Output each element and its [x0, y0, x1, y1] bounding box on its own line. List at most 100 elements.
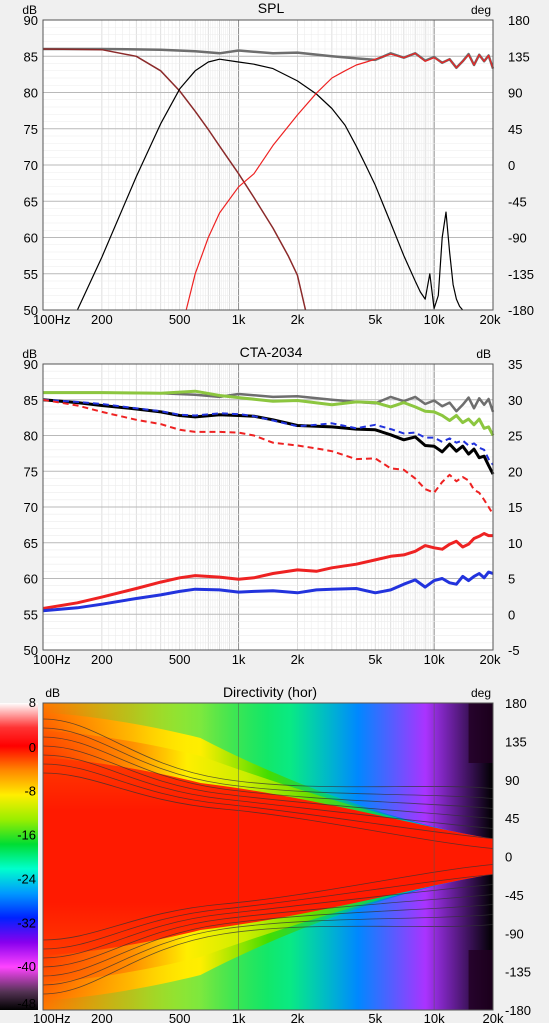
y-right-tick-label: -5 — [508, 643, 520, 658]
contour-line — [42, 924, 494, 995]
series-line-6 — [42, 570, 494, 613]
plot-frame — [42, 19, 494, 311]
spl-chart: 50 55 60 65 70 75 80 85 90 -180 -135 -90 -45 0 45 90 135… — [22, 0, 534, 327]
heatmap-dark-patch — [468, 703, 493, 763]
x-tick-label: 5k — [368, 312, 382, 327]
series-line-1 — [43, 389, 495, 437]
colorbar-tick-label: -40 — [17, 959, 36, 974]
x-tick-label: 200 — [91, 1011, 113, 1023]
contour-line — [42, 754, 494, 829]
contour-line — [42, 763, 494, 839]
y-right-tick-label: 135 — [505, 734, 527, 749]
x-tick-label: 10k — [424, 312, 445, 327]
x-tick-label: 5k — [368, 1011, 382, 1023]
y-right-tick-label: -45 — [505, 888, 524, 903]
y-right-tick-label: -180 — [505, 1003, 531, 1018]
colorbar-tick-label: 0 — [29, 740, 36, 755]
contour-line — [42, 904, 494, 977]
colorbar-tick-label: -32 — [17, 915, 36, 930]
x-tick-label: 20k — [483, 1011, 504, 1023]
x-tick-label: 10k — [424, 1011, 445, 1023]
x-tick-label: 500 — [169, 312, 191, 327]
y-right-tick-label: 0 — [505, 850, 512, 865]
y-tick-label: 50 — [24, 303, 38, 318]
y-right-tick-label: 35 — [508, 357, 522, 372]
x-tick-label: 100Hz — [33, 1011, 71, 1023]
y-right-tick-label: 30 — [508, 393, 522, 408]
y-right-tick-label: 90 — [508, 86, 522, 101]
y-right-tick-label: 180 — [508, 13, 530, 28]
x-tick-label: 500 — [169, 1011, 191, 1023]
contour-line — [42, 718, 494, 789]
chart-title: SPL — [258, 0, 285, 16]
heatmap-layer-3-bottom — [43, 874, 493, 1010]
x-tick-label: 5k — [368, 652, 382, 667]
y-right-tick-label: 180 — [505, 696, 527, 711]
y-right-tick-label: 135 — [508, 49, 530, 64]
x-tick-label: 10k — [424, 652, 445, 667]
y-right-tick-label: 25 — [508, 429, 522, 444]
series-line-4 — [42, 398, 494, 515]
chart-title: Directivity (hor) — [223, 684, 317, 700]
contour-line — [42, 727, 494, 799]
y-right-tick-label: 10 — [508, 536, 522, 551]
colorbar-tick-label: -8 — [24, 784, 36, 799]
series-line-1 — [42, 48, 307, 311]
y-tick-label: 80 — [24, 429, 38, 444]
x-tick-label: 2k — [291, 652, 305, 667]
contour-line — [42, 772, 494, 849]
contour-line — [42, 736, 494, 809]
x-tick-label: 100Hz — [33, 312, 71, 327]
x-tick-label: 500 — [169, 652, 191, 667]
y-tick-label: 85 — [24, 393, 38, 408]
y-tick-label: 75 — [24, 464, 38, 479]
y-tick-label: 90 — [24, 357, 38, 372]
y-tick-label: 55 — [24, 607, 38, 622]
colorbar-tick-label: -16 — [17, 828, 36, 843]
plot-frame — [42, 702, 494, 1011]
x-tick-label: 2k — [291, 312, 305, 327]
series-line-3 — [42, 398, 494, 466]
y-tick-label: 65 — [24, 194, 38, 209]
colorbar — [0, 703, 38, 1010]
x-tick-label: 20k — [480, 312, 501, 327]
plot-frame — [42, 363, 494, 651]
directivity-chart: 8 0 -8 -16 -24 -32 -40 -48 -180 -135 -90 -45 0 45 90 13… — [0, 684, 531, 1023]
y-right-tick-label: -135 — [505, 965, 531, 980]
series-line-2 — [76, 58, 464, 311]
contour-line — [42, 864, 494, 941]
contour-line — [42, 874, 494, 950]
y-tick-label: 60 — [24, 231, 38, 246]
colorbar-tick-label: 8 — [29, 695, 36, 710]
heatmap-layer-3-top — [43, 703, 493, 839]
y-right-unit-label: dB — [476, 347, 491, 361]
y-tick-label: 75 — [24, 122, 38, 137]
y-right-unit-label: deg — [471, 3, 491, 17]
y-right-tick-label: 45 — [505, 811, 519, 826]
series-line-3 — [185, 52, 494, 311]
x-tick-label: 20k — [480, 652, 501, 667]
y-tick-label: 85 — [24, 49, 38, 64]
y-unit-label: dB — [45, 686, 60, 700]
y-tick-label: 70 — [24, 500, 38, 515]
x-tick-label: 200 — [91, 652, 113, 667]
y-right-tick-label: -180 — [508, 303, 534, 318]
y-right-tick-label: -90 — [505, 926, 524, 941]
series-line-2 — [42, 398, 495, 475]
cta-2034-chart: 50 55 60 65 70 75 80 85 90 -5 0 5 10 15 20 25 30 35 100Hz 2… — [22, 344, 522, 667]
colorbar-tick-label: -48 — [17, 996, 36, 1011]
y-right-tick-label: 20 — [508, 464, 522, 479]
y-right-tick-label: 0 — [508, 607, 515, 622]
contour-line — [42, 745, 494, 819]
x-tick-label: 200 — [91, 312, 113, 327]
x-tick-label: 1k — [232, 652, 246, 667]
y-right-tick-label: 90 — [505, 773, 519, 788]
contour-line — [42, 894, 494, 968]
series-line-5 — [42, 532, 493, 610]
y-right-tick-label: 5 — [508, 572, 515, 587]
chart-title: CTA-2034 — [240, 344, 303, 360]
y-right-tick-label: -45 — [508, 194, 527, 209]
x-tick-label: 1k — [232, 312, 246, 327]
y-tick-label: 60 — [24, 572, 38, 587]
y-tick-label: 80 — [24, 86, 38, 101]
